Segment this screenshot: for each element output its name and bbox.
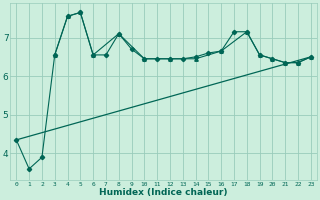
X-axis label: Humidex (Indice chaleur): Humidex (Indice chaleur) [99,188,228,197]
